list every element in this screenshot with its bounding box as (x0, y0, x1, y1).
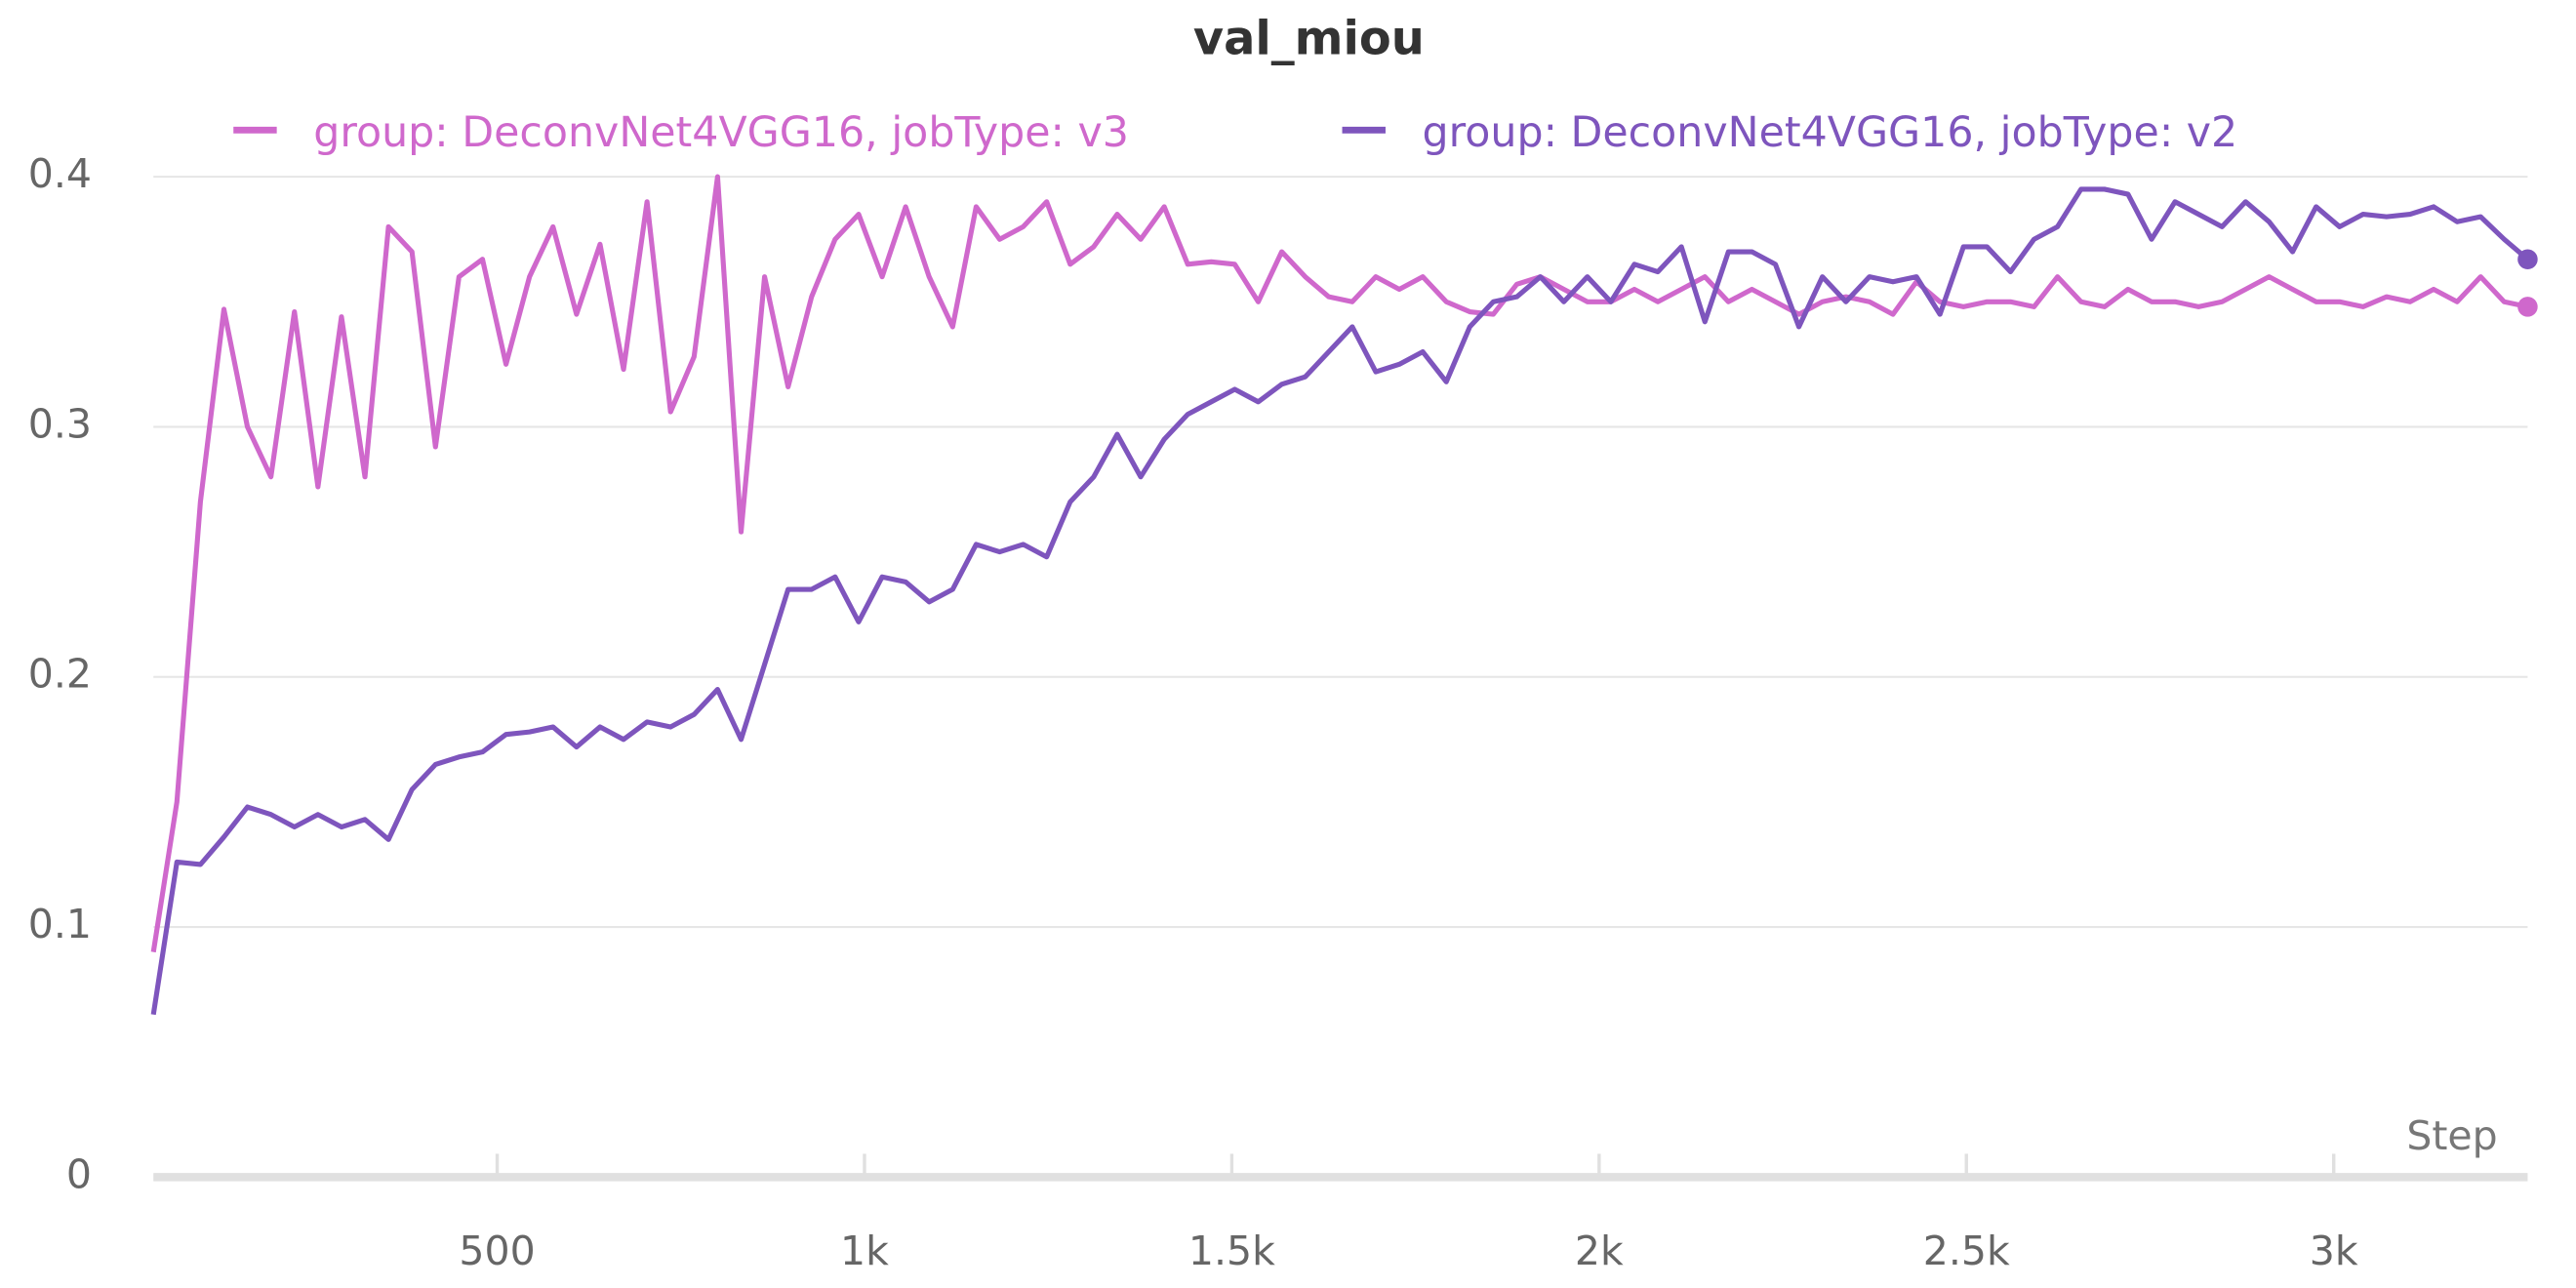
x-axis-label: Step (2406, 1112, 2497, 1159)
x-tick-label: 500 (459, 1228, 535, 1274)
y-tick-label: 0.4 (28, 150, 92, 197)
series-line (150, 186, 2530, 1016)
y-tick-label: 0.1 (28, 901, 92, 947)
chart-title: val_miou (1193, 13, 1425, 66)
legend-label: group: DeconvNet4VGG16, jobType: v2 (1423, 108, 2238, 157)
y-tick-label: 0.2 (28, 651, 92, 698)
end-point (2517, 297, 2538, 317)
legend-label: group: DeconvNet4VGG16, jobType: v3 (313, 108, 1129, 157)
y-tick-label: 0.3 (28, 400, 92, 447)
x-tick-label: 2k (1575, 1228, 1624, 1274)
end-point (2517, 249, 2538, 269)
x-tick-label: 1k (840, 1228, 889, 1274)
x-tick-label: 1.5k (1188, 1228, 1275, 1274)
x-tick-label: 2.5k (1923, 1228, 2010, 1274)
y-tick-label: 0 (66, 1150, 92, 1197)
series-line (150, 174, 2528, 953)
x-tick-label: 3k (2310, 1228, 2358, 1274)
